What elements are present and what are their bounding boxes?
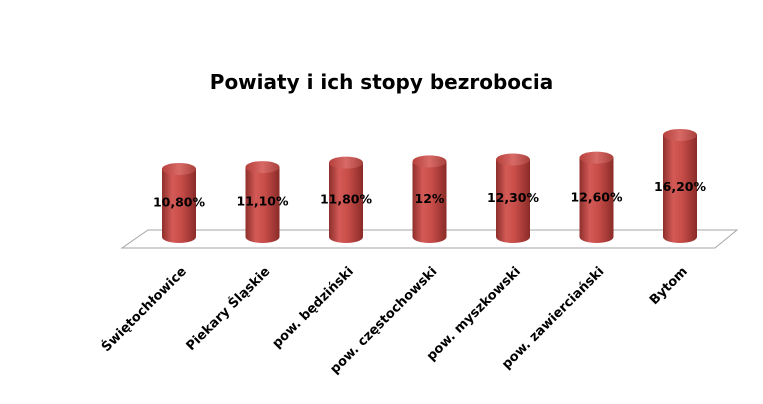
bar [329,156,363,243]
data-label: 11,80% [320,192,373,207]
bar-top [496,153,530,166]
bar [412,155,447,243]
bar [663,128,697,243]
x-tick-label: Świętochłowice [98,263,190,355]
bar-top [245,161,280,174]
data-label: 12,30% [487,190,540,205]
bar-body [496,159,530,243]
chart-title: Powiaty i ich stopy bezrobocia [209,70,554,94]
data-label: 12,60% [570,189,623,204]
bar-top [329,156,363,169]
bar-body [245,167,280,243]
bar-body [162,168,196,243]
bar [162,162,196,243]
x-tick-label: pow. będziński [270,264,357,351]
bar-top [663,128,697,141]
data-label: 11,10% [236,194,289,209]
bar-body [579,157,614,243]
bar-top [412,155,447,168]
bar [245,161,280,243]
data-label: 10,80% [153,194,206,209]
data-label: 16,20% [654,179,707,194]
x-tick-label: Piekary Śląskie [183,263,274,354]
bar-body [329,162,363,243]
bar-top [579,151,614,164]
bar [496,153,530,243]
x-tick-label: pow. myszkowski [424,264,524,364]
bar-top [162,162,196,175]
bar-body [663,134,697,243]
x-tick-label: Bytom [647,264,691,308]
bar-body [412,161,447,243]
data-label: 12% [415,191,445,206]
bar [579,151,614,243]
